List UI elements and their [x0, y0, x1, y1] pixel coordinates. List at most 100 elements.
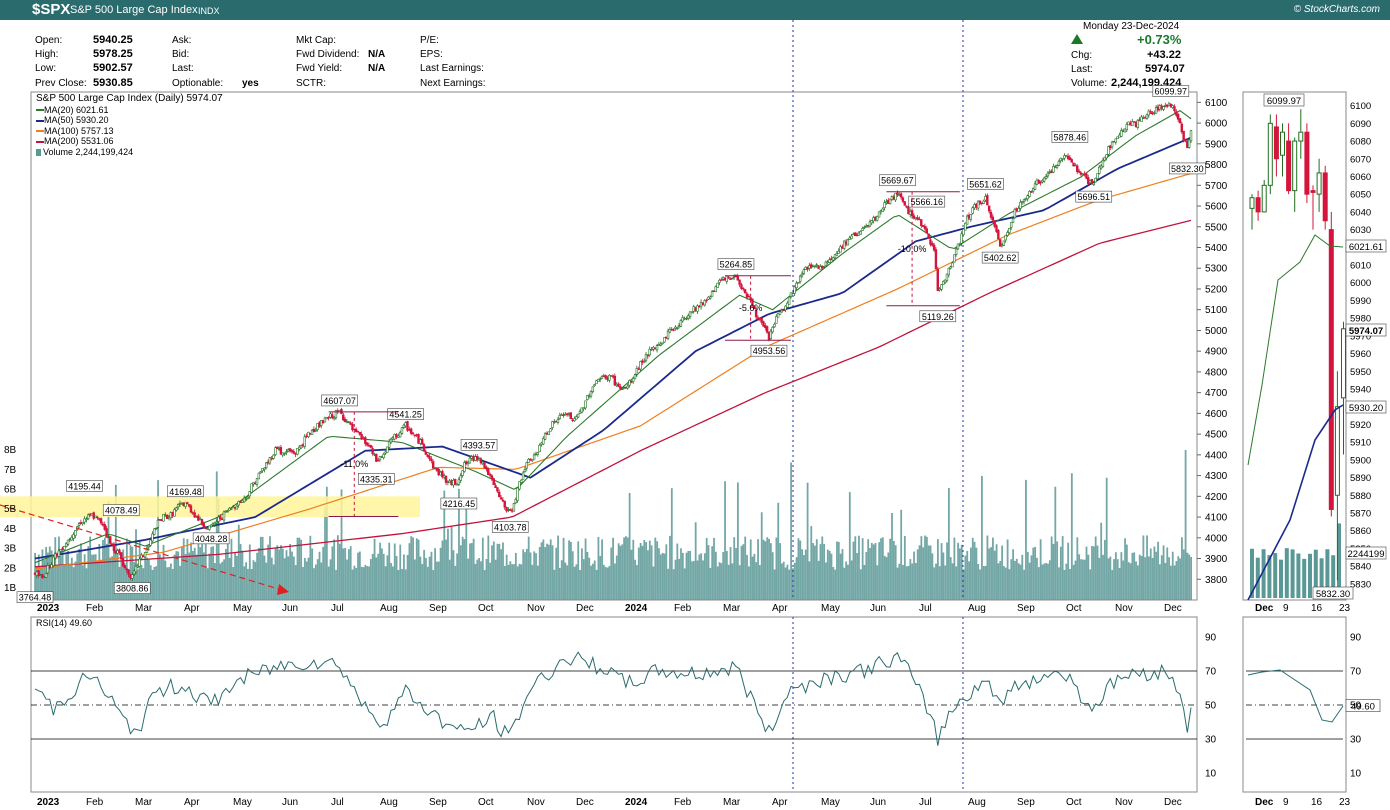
x-tick-label: Mar — [723, 603, 741, 614]
volume-bar — [806, 482, 809, 600]
volume-bar — [628, 492, 631, 600]
candle-body — [266, 461, 270, 464]
candle-body — [217, 516, 220, 522]
candle-body — [101, 523, 105, 526]
candle-body — [233, 507, 237, 509]
candle-body — [907, 206, 910, 215]
candle-body — [822, 266, 826, 268]
volume-bar — [922, 547, 925, 600]
rsi-x-tick-label: Dec — [1164, 797, 1182, 808]
volume-bar — [430, 551, 433, 600]
rsi-y-tick-label: 30 — [1205, 735, 1217, 746]
volume-bar — [786, 564, 789, 600]
volume-bar — [902, 564, 904, 600]
candle-body — [118, 549, 121, 554]
volume-bar — [760, 512, 763, 600]
price-callout-label: 4541.25 — [389, 410, 422, 420]
volume-bar — [680, 548, 682, 600]
volume-bar — [852, 541, 855, 600]
volume-bar — [819, 544, 822, 600]
price-callout-label: 4953.56 — [753, 346, 786, 356]
volume-bar — [320, 562, 323, 600]
candle-body — [470, 456, 473, 459]
volume-bar — [674, 559, 677, 600]
support-band — [0, 496, 420, 518]
candle-body — [411, 432, 415, 435]
volume-bar — [720, 563, 723, 600]
volume-bar — [599, 555, 602, 600]
volume-bar — [472, 538, 475, 600]
candle-body — [641, 360, 644, 363]
x-tick-label: Sep — [1017, 603, 1035, 614]
volume-bar — [643, 540, 646, 600]
candle-body — [215, 521, 218, 524]
y-tick-label: 4900 — [1205, 347, 1228, 358]
volume-bar — [454, 565, 457, 600]
volume-bar — [801, 549, 803, 600]
inset-y-tick-label: 5840 — [1350, 562, 1371, 573]
inset-y-tick-label: 6070 — [1350, 154, 1371, 165]
candle-body — [881, 208, 884, 212]
rsi-inset-y-tick-label: 90 — [1350, 633, 1362, 644]
inset-callout-box — [1263, 93, 1305, 107]
candle-body — [235, 505, 239, 510]
candle-body — [44, 573, 48, 578]
volume-bar — [487, 535, 490, 600]
volume-bar — [1076, 537, 1079, 600]
candle-body — [1160, 105, 1163, 110]
volume-bar — [781, 563, 783, 600]
last-value: 5974.07 — [1145, 63, 1185, 75]
volume-bar — [190, 542, 192, 600]
candle-body — [94, 515, 97, 519]
candle-body — [162, 514, 165, 522]
volume-bar — [1153, 546, 1156, 600]
candle-body — [861, 228, 864, 231]
candle-body — [973, 204, 976, 209]
candle-body — [85, 518, 88, 521]
candle-body — [110, 543, 114, 546]
volume-bar — [1056, 541, 1059, 600]
volume-bar — [808, 561, 811, 600]
volume-bar — [513, 564, 515, 600]
volume-bar — [617, 543, 620, 600]
candle-body — [198, 518, 202, 520]
candle-body — [131, 574, 134, 579]
candle-body — [721, 277, 725, 280]
volume-bar — [514, 552, 517, 600]
volume-bar — [733, 537, 736, 600]
volume-bar — [292, 556, 295, 600]
volume-bar — [1045, 562, 1048, 600]
candle-body — [782, 309, 785, 312]
rsi-x-tick-label: Apr — [184, 797, 200, 808]
candle-body — [887, 200, 890, 204]
volume-bar — [458, 488, 460, 600]
volume-bar — [252, 560, 255, 600]
inset-callout-box — [1345, 323, 1387, 337]
candle-body — [1013, 209, 1017, 219]
candle-body — [356, 430, 360, 433]
candle-body — [1178, 118, 1182, 124]
volume-bar — [768, 538, 770, 600]
candle-body — [984, 195, 987, 201]
x-tick-label: May — [821, 603, 840, 614]
rsi-x-tick-label: Aug — [380, 797, 398, 808]
open-value: 5940.25 — [93, 34, 133, 46]
volume-bar — [364, 564, 367, 600]
volume-bar — [76, 553, 79, 600]
candle-body — [316, 423, 319, 430]
volume-bar — [386, 555, 389, 600]
candle-body — [1031, 188, 1035, 192]
volume-bar — [878, 542, 881, 600]
candle-body — [332, 416, 336, 420]
volume-bar — [520, 564, 523, 600]
candle-body — [1079, 172, 1083, 175]
volume-bar — [592, 563, 594, 600]
volume-bar — [676, 543, 679, 600]
volume-bar — [1160, 555, 1163, 600]
volume-bar — [80, 543, 82, 600]
candle-body — [795, 282, 798, 289]
volume-bar — [581, 548, 583, 600]
candle-body — [371, 448, 374, 455]
volume-bar — [1168, 557, 1170, 600]
